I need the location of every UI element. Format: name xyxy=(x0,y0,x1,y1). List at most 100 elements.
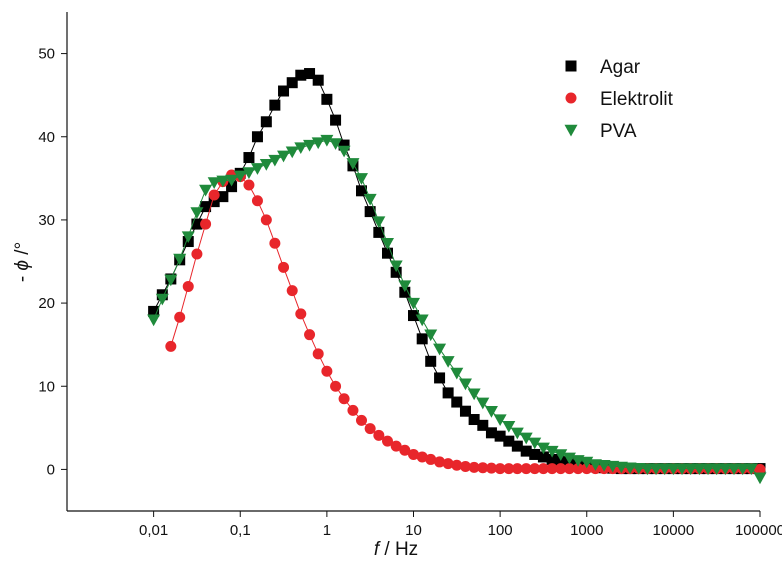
data-point-pva xyxy=(207,177,221,189)
data-point-agar xyxy=(373,226,385,238)
x-tick-label: 0,1 xyxy=(230,522,251,539)
data-point-agar xyxy=(278,85,290,97)
data-point-pva xyxy=(701,463,715,476)
data-point-elektrolit xyxy=(269,237,281,249)
data-point-pva xyxy=(250,163,264,175)
data-point-pva xyxy=(277,150,291,163)
data-point-agar xyxy=(485,427,497,439)
y-tick-label: 30 xyxy=(38,212,55,229)
data-point-elektrolit xyxy=(754,463,766,475)
x-ticks: 0,01 0,1 1 10 100 1000 10000 100000 xyxy=(139,511,782,539)
data-point-elektrolit xyxy=(278,261,290,273)
data-point-elektrolit xyxy=(494,463,506,475)
data-point-agar xyxy=(338,139,350,151)
data-point-elektrolit xyxy=(459,461,471,473)
data-point-pva xyxy=(354,173,368,185)
data-point-agar xyxy=(321,93,333,105)
y-ticks: 0 10 20 30 40 50 xyxy=(38,46,67,478)
data-point-pva xyxy=(727,463,741,476)
data-point-pva xyxy=(632,462,646,475)
data-point-pva xyxy=(147,314,161,327)
legend-marker-pva xyxy=(564,124,578,137)
data-point-elektrolit xyxy=(520,463,532,475)
data-point-pva xyxy=(528,437,542,450)
data-point-elektrolit xyxy=(546,463,558,475)
data-point-pva xyxy=(372,216,386,229)
y-tick-label: 0 xyxy=(47,461,55,478)
data-point-agar xyxy=(451,396,463,408)
data-point-elektrolit xyxy=(191,248,203,260)
y-tick-label: 10 xyxy=(38,378,55,395)
data-point-agar xyxy=(191,218,203,230)
data-point-elektrolit xyxy=(338,393,350,405)
data-point-elektrolit xyxy=(260,214,272,226)
data-point-elektrolit xyxy=(442,458,454,470)
data-point-pva xyxy=(155,293,169,306)
series-pva xyxy=(147,134,767,485)
data-point-pva xyxy=(623,462,637,475)
data-point-agar xyxy=(503,435,515,447)
data-point-pva xyxy=(510,427,524,440)
data-point-elektrolit xyxy=(503,463,515,475)
data-point-agar xyxy=(355,185,367,197)
y-axis-label: - ϕ /° xyxy=(12,242,33,282)
data-point-pva xyxy=(285,146,299,159)
x-tick-label: 1000 xyxy=(570,522,603,539)
data-point-pva xyxy=(415,314,429,327)
data-point-pva xyxy=(467,388,481,401)
data-point-pva xyxy=(606,460,620,473)
data-point-pva xyxy=(424,329,438,342)
data-point-agar xyxy=(286,77,298,89)
data-point-agar xyxy=(381,247,393,259)
data-point-elektrolit xyxy=(390,440,402,452)
data-point-elektrolit xyxy=(295,308,307,320)
data-point-pva xyxy=(242,167,256,180)
data-point-agar xyxy=(537,451,549,463)
x-tick-label: 0,01 xyxy=(139,522,168,539)
data-point-pva xyxy=(502,420,516,433)
data-point-elektrolit xyxy=(537,463,549,475)
data-point-elektrolit xyxy=(416,451,428,463)
legend: Agar Elektrolit PVA xyxy=(564,57,674,142)
data-point-agar xyxy=(226,181,238,193)
data-point-elektrolit xyxy=(511,463,523,475)
data-point-pva xyxy=(450,367,464,380)
data-point-pva xyxy=(433,343,447,356)
data-point-pva xyxy=(658,463,672,476)
y-tick-label: 20 xyxy=(38,295,55,312)
data-point-elektrolit xyxy=(373,429,385,441)
legend-marker-elektrolit xyxy=(565,92,577,104)
data-point-pva xyxy=(398,280,412,293)
legend-label-elektrolit: Elektrolit xyxy=(600,89,674,110)
data-point-elektrolit xyxy=(572,463,584,475)
data-point-elektrolit xyxy=(355,414,367,426)
data-point-agar xyxy=(459,405,471,417)
data-point-elektrolit xyxy=(330,380,342,392)
data-point-agar xyxy=(260,116,272,128)
data-point-pva xyxy=(692,463,706,476)
data-point-agar xyxy=(390,266,402,278)
legend-label-agar: Agar xyxy=(600,57,641,78)
data-point-elektrolit xyxy=(251,195,263,207)
data-point-agar xyxy=(416,333,428,345)
data-point-pva xyxy=(363,193,377,206)
series-layer xyxy=(147,68,767,485)
data-point-elektrolit xyxy=(321,365,333,377)
y-tick-label: 40 xyxy=(38,129,55,146)
data-point-pva xyxy=(744,463,758,476)
data-point-pva xyxy=(233,170,247,183)
data-point-pva xyxy=(346,158,360,170)
x-axis-label: f / Hz xyxy=(374,539,418,560)
data-point-pva xyxy=(441,356,455,368)
data-point-pva xyxy=(329,138,343,150)
data-point-agar xyxy=(425,355,437,367)
data-point-pva xyxy=(666,463,680,476)
data-point-pva xyxy=(536,442,550,455)
data-point-pva xyxy=(519,432,533,445)
x-tick-label: 100000 xyxy=(735,522,782,539)
series-agar xyxy=(148,68,766,475)
data-point-elektrolit xyxy=(200,218,212,230)
data-point-elektrolit xyxy=(208,189,220,201)
data-point-pva xyxy=(311,137,325,150)
data-point-agar xyxy=(511,440,523,452)
